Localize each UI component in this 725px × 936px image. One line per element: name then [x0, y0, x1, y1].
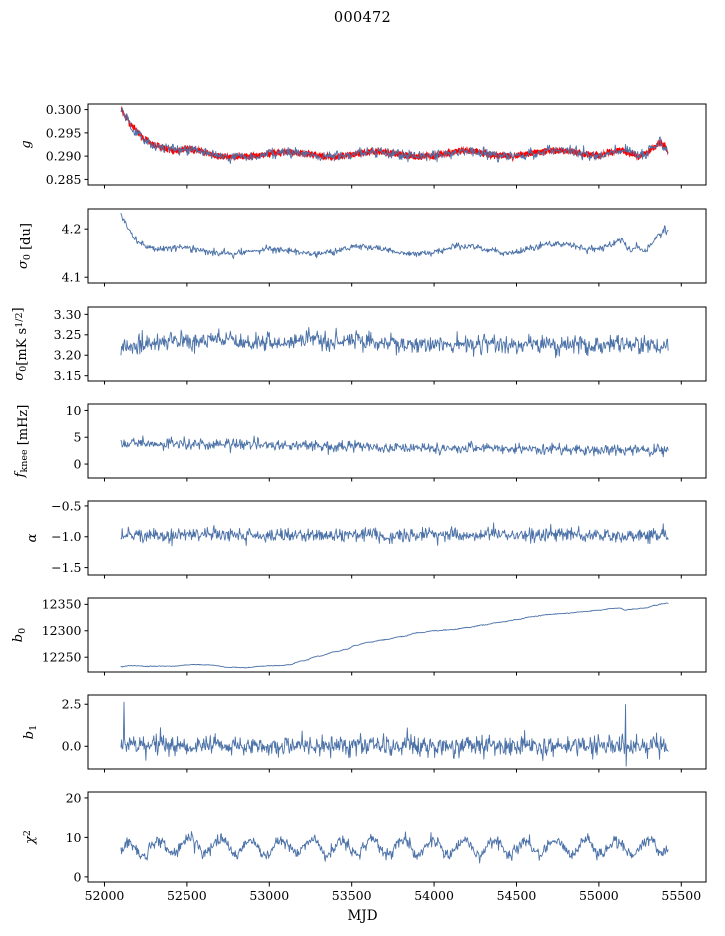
y-tick-label: 0.300 — [46, 102, 82, 117]
panel-frame — [87, 597, 707, 673]
data-series-line — [120, 701, 669, 767]
panel-frame — [87, 103, 707, 186]
x-axis-label: MJD — [347, 908, 378, 924]
y-tick-label: 0 — [74, 456, 82, 471]
data-series-line — [120, 602, 669, 669]
y-tick-label: 12300 — [42, 623, 82, 638]
page-title: 000472 — [333, 10, 392, 26]
y-tick-label: 10 — [66, 403, 82, 418]
y-tick-label: 10 — [66, 830, 82, 845]
y-axis-label: σ0 [du] — [16, 223, 34, 269]
x-tick-label: 54500 — [497, 888, 537, 903]
y-tick-label: 0 — [74, 869, 82, 884]
y-tick-label: −1.5 — [51, 560, 81, 575]
y-tick-label: 20 — [66, 790, 82, 805]
y-tick-label: 2.5 — [62, 697, 82, 712]
x-tick-label: 53500 — [332, 888, 372, 903]
panel-frame — [87, 791, 707, 883]
y-tick-label: 3.20 — [54, 348, 82, 363]
y-axis-label: g — [19, 140, 34, 148]
y-tick-label: 3.30 — [54, 307, 82, 322]
panel-frame — [87, 694, 707, 770]
data-series-line — [120, 213, 669, 259]
x-tick-label: 53000 — [249, 888, 289, 903]
panel-frame — [87, 208, 707, 284]
y-tick-label: 5 — [74, 430, 82, 445]
x-tick-label: 55000 — [579, 888, 619, 903]
x-tick-label: 52500 — [167, 888, 207, 903]
x-tick-label: 52000 — [85, 888, 125, 903]
y-tick-label: −1.0 — [51, 529, 81, 544]
data-series-line — [120, 107, 669, 165]
y-tick-label: 3.15 — [54, 368, 82, 383]
y-tick-label: 3.25 — [54, 327, 82, 342]
y-tick-label: −0.5 — [51, 498, 81, 513]
y-tick-label: 4.2 — [62, 222, 82, 237]
data-series-line — [120, 326, 669, 359]
panel-frame — [87, 500, 707, 576]
y-tick-label: 4.1 — [62, 270, 82, 285]
x-tick-label: 54000 — [414, 888, 454, 903]
y-axis-label: b1 — [22, 725, 39, 739]
y-tick-label: 0.290 — [46, 149, 82, 164]
y-axis-label: b0 — [11, 628, 28, 642]
y-axis-label: α — [25, 533, 40, 542]
panel-frame — [87, 403, 707, 479]
x-tick-label: 55500 — [661, 888, 701, 903]
y-tick-label: 0.295 — [46, 125, 82, 140]
data-series-line — [120, 831, 669, 864]
data-series-line — [120, 522, 669, 547]
data-series-line — [120, 435, 669, 458]
y-axis-label: χ2 — [22, 830, 38, 845]
y-axis-label: σ0[mK s1/2] — [11, 307, 30, 380]
uncertainty-band — [120, 106, 669, 162]
y-axis-label: fknee [mHz] — [13, 405, 31, 479]
y-tick-label: 12250 — [42, 650, 82, 665]
y-tick-label: 0.0 — [62, 739, 82, 754]
y-tick-label: 0.285 — [46, 172, 82, 187]
y-tick-label: 12350 — [42, 597, 82, 612]
panel-frame — [87, 306, 707, 382]
